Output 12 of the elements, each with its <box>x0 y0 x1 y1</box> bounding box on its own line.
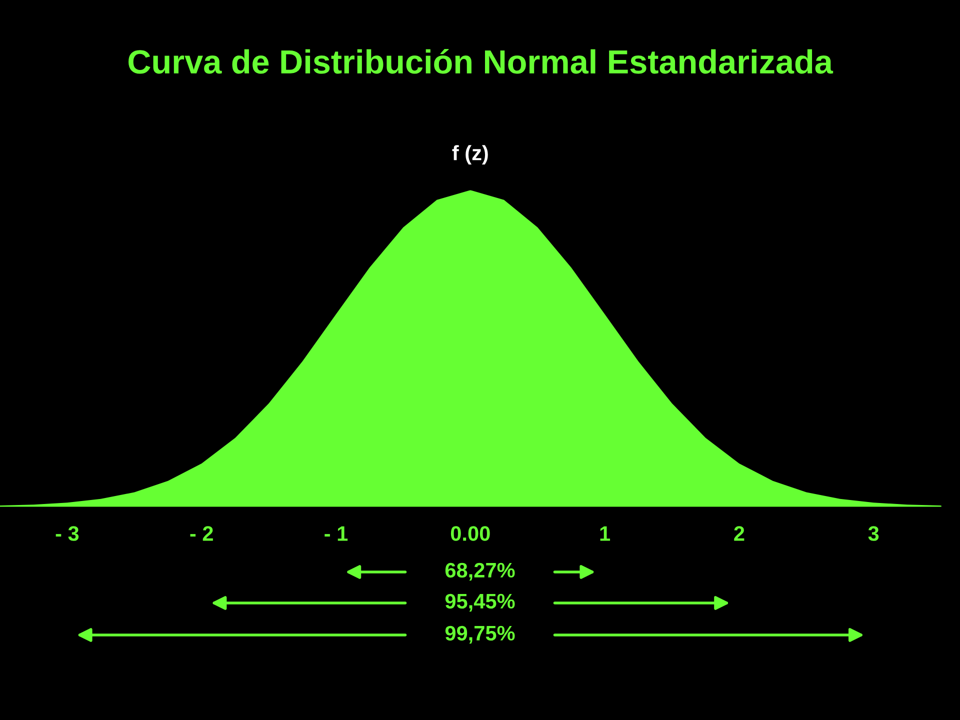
x-tick-label: - 3 <box>56 526 79 541</box>
text: 99,75% <box>445 626 515 644</box>
x-tick-label: - 1 <box>324 526 348 541</box>
x-tick-label: - 2 <box>190 526 213 541</box>
y-axis-title: f (z) <box>452 145 488 165</box>
text: 95,45% <box>445 594 515 612</box>
x-tick-label: 1 <box>600 526 610 541</box>
text: 68,27% <box>445 562 515 581</box>
chart-title: Curva de Distribución Normal Estandarizada <box>128 48 834 74</box>
x-tick-label: 2 <box>734 526 744 541</box>
x-tick-label: 0.00 <box>450 526 490 541</box>
x-tick-label: 3 <box>868 526 879 541</box>
